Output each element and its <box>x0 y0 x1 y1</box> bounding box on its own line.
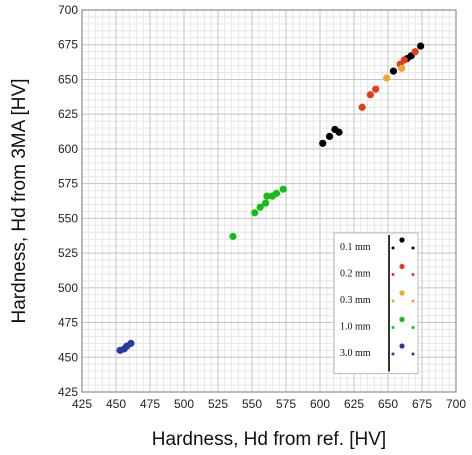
y-axis-label: Hardness, Hd from 3MA [HV] <box>9 79 30 324</box>
data-point <box>400 56 408 64</box>
legend-label: 0.3 mm <box>340 295 371 306</box>
x-tick-label: 425 <box>72 397 92 411</box>
x-tick-label: 550 <box>242 397 262 411</box>
y-tick-label: 700 <box>58 3 78 17</box>
legend-marker <box>391 273 395 276</box>
data-point <box>372 85 380 93</box>
legend-label: 0.1 mm <box>340 242 371 253</box>
legend-label: 0.2 mm <box>340 269 371 280</box>
x-tick-label: 650 <box>378 397 398 411</box>
data-point <box>325 132 334 141</box>
x-tick-label: 575 <box>276 397 296 411</box>
x-tick-label: 450 <box>106 397 126 411</box>
legend-marker <box>399 237 405 243</box>
data-point <box>411 48 419 56</box>
data-point <box>272 189 281 197</box>
x-tick-label: 675 <box>412 397 432 411</box>
data-point <box>358 103 366 111</box>
legend-marker <box>399 316 405 323</box>
legend-marker <box>411 352 415 356</box>
legend-box <box>333 232 419 374</box>
x-tick-label: 700 <box>446 397 466 411</box>
x-tick-label: 625 <box>344 397 364 411</box>
data-point <box>417 42 425 50</box>
tick-labels: 425 450 475 500 525 550 575 600 625 650 675 700 425 4… <box>58 3 466 411</box>
x-tick-label: 500 <box>174 397 194 411</box>
x-axis-label: Hardness, Hd from ref. [HV] <box>152 429 386 450</box>
legend-marker <box>391 246 395 250</box>
data-point <box>366 91 374 99</box>
y-tick-label: 475 <box>58 316 78 330</box>
data-point <box>319 139 327 147</box>
x-tick-label: 475 <box>140 397 160 411</box>
data-point <box>127 339 135 347</box>
y-tick-label: 525 <box>58 246 78 260</box>
y-tick-label: 600 <box>58 142 78 156</box>
y-tick-label: 625 <box>58 107 78 121</box>
legend-marker <box>411 326 415 329</box>
data-point <box>335 128 343 136</box>
y-tick-label: 675 <box>58 38 78 52</box>
data-points <box>116 42 425 354</box>
legend-marker <box>399 343 405 349</box>
legend-label: 1.0 mm <box>340 322 371 333</box>
y-tick-label: 575 <box>58 177 78 191</box>
legend-marker <box>391 352 395 356</box>
plot-frame <box>81 9 457 393</box>
data-point <box>279 185 287 193</box>
legend-marker <box>411 246 415 250</box>
data-point <box>229 232 237 241</box>
data-point <box>398 64 406 72</box>
data-point <box>263 192 271 200</box>
legend-marker <box>399 290 405 296</box>
y-tick-label: 425 <box>58 385 78 399</box>
y-tick-label: 500 <box>58 281 78 295</box>
legend-marker <box>391 299 395 303</box>
data-point <box>251 209 259 217</box>
x-tick-label: 600 <box>310 397 330 411</box>
legend-marker <box>399 263 405 270</box>
legend-marker <box>411 299 415 303</box>
y-tick-label: 650 <box>58 72 78 86</box>
y-tick-label: 550 <box>58 211 78 225</box>
data-point <box>383 74 391 82</box>
data-point <box>262 199 270 207</box>
legend-label: 3.0 mm <box>340 348 371 359</box>
x-tick-label: 525 <box>208 397 228 411</box>
legend-items: 0.1 mm 0.2 mm 0.3 mm 1.0 mm 3.0 mm <box>340 237 415 359</box>
legend-marker <box>411 273 415 276</box>
y-tick-label: 450 <box>58 350 78 364</box>
legend: 0.1 mm 0.2 mm 0.3 mm 1.0 mm 3.0 mm <box>333 232 419 374</box>
data-point <box>256 203 264 211</box>
data-point <box>389 67 398 75</box>
legend-marker <box>391 326 395 329</box>
